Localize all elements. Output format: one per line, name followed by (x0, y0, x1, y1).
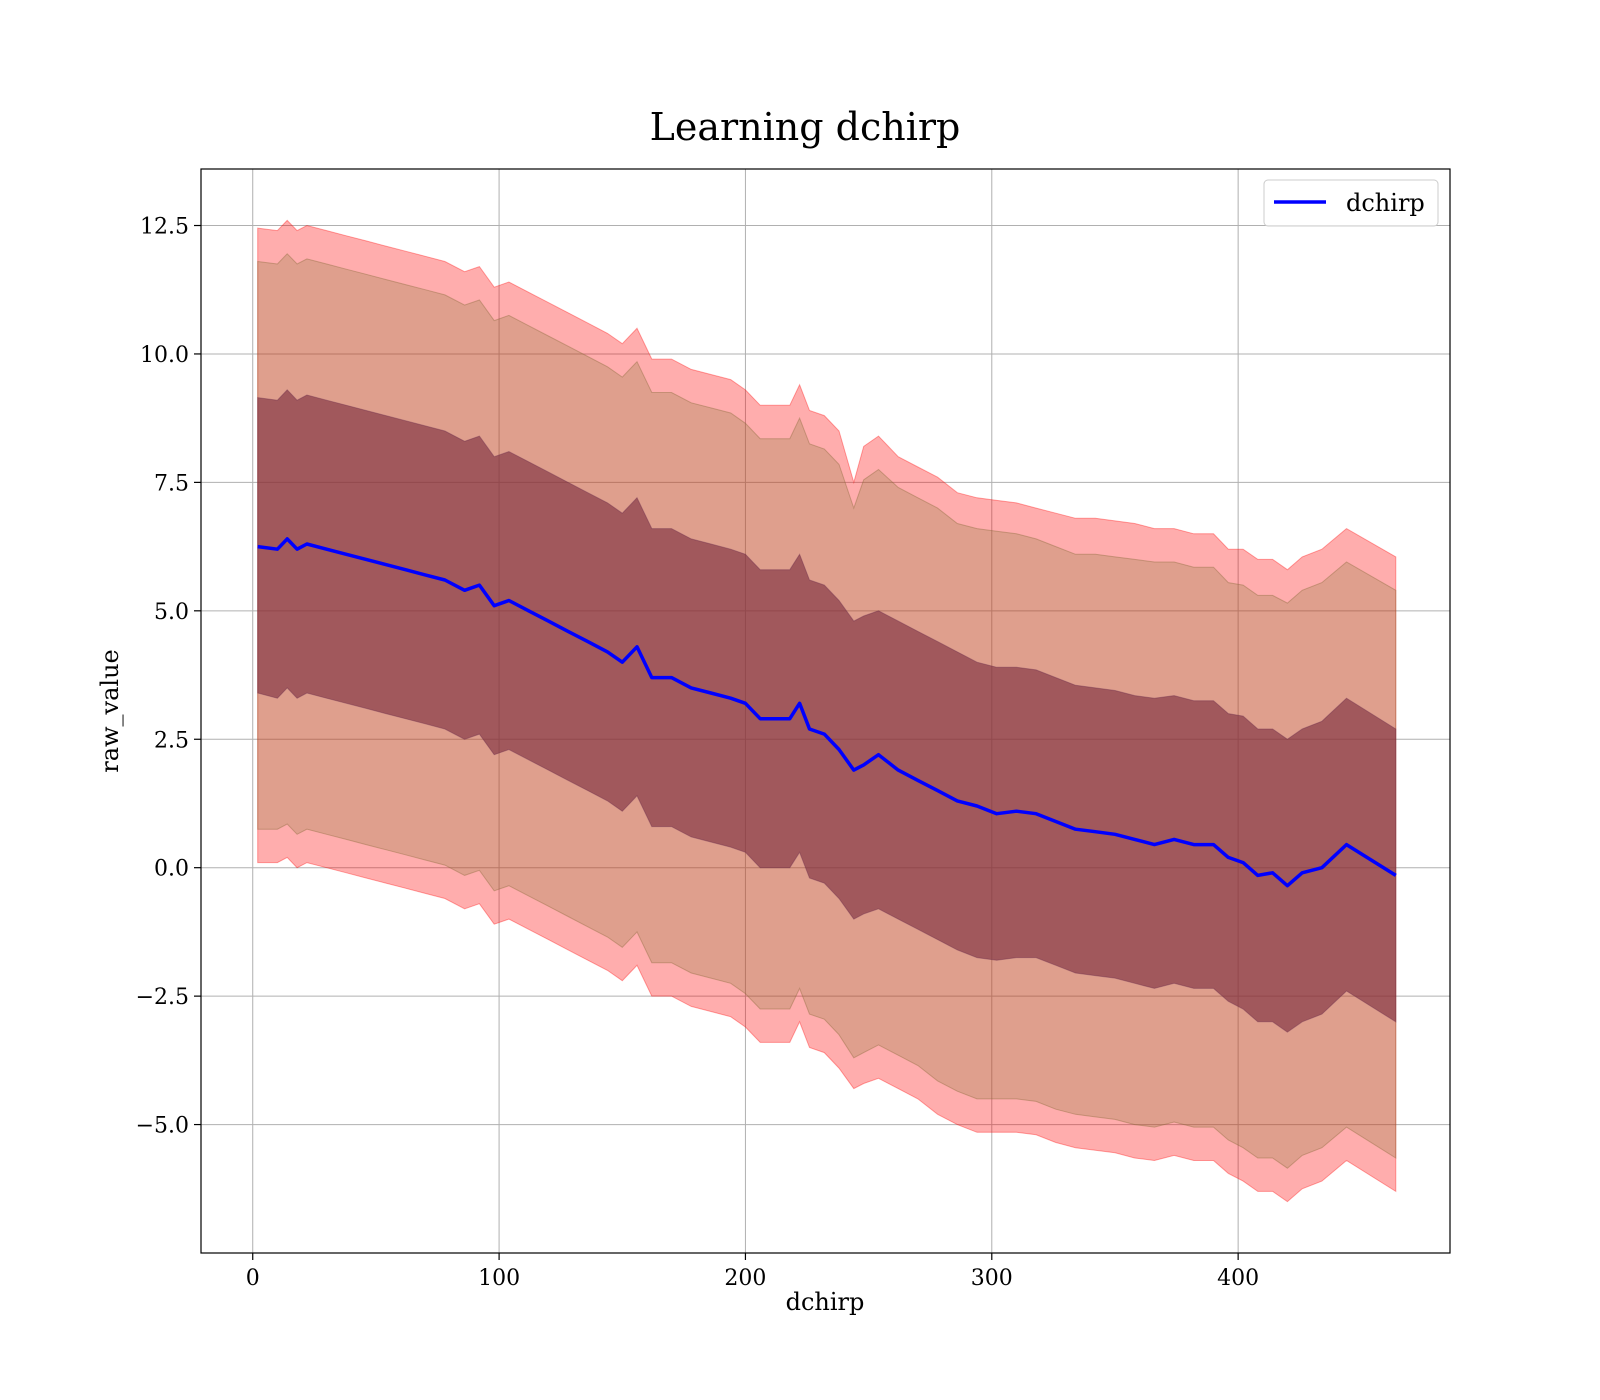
x-axis-ticks: 0 100 200 300 400 (246, 1253, 1259, 1291)
plot-frame (200, 168, 1451, 1254)
series-line-dchirp (257, 537, 1397, 888)
confidence-bands (257, 219, 1397, 1203)
y-tick-label-2: 0.0 (154, 857, 189, 882)
series-lines (257, 537, 1397, 888)
x-tick-label-2: 200 (724, 1266, 766, 1291)
x-tick-label-0: 0 (246, 1266, 260, 1291)
y-tick-label-3: 2.5 (154, 728, 189, 753)
x-tick-label-4: 400 (1217, 1266, 1259, 1291)
legend-entry-label: dchirp (1346, 189, 1425, 217)
y-tick-label-1: −2.5 (136, 985, 189, 1010)
chart-title: Learning dchirp (650, 105, 961, 149)
x-tick-label-1: 100 (478, 1266, 520, 1291)
x-tick-label-3: 300 (971, 1266, 1013, 1291)
y-tick-label-6: 10.0 (140, 343, 189, 368)
y-tick-label-0: −5.0 (136, 1114, 189, 1139)
x-axis-label: dchirp (786, 1288, 865, 1316)
y-tick-label-5: 7.5 (154, 471, 189, 496)
inner-band (257, 389, 1397, 1033)
y-axis-ticks: −5.0 −2.5 0.0 2.5 5.0 7.5 10.0 12.5 (136, 215, 201, 1139)
legend: dchirp (1263, 179, 1439, 227)
y-tick-label-7: 12.5 (140, 215, 189, 240)
y-tick-label-4: 5.0 (154, 600, 189, 625)
legend-frame (1263, 179, 1439, 227)
y-axis-label: raw_value (96, 649, 124, 773)
